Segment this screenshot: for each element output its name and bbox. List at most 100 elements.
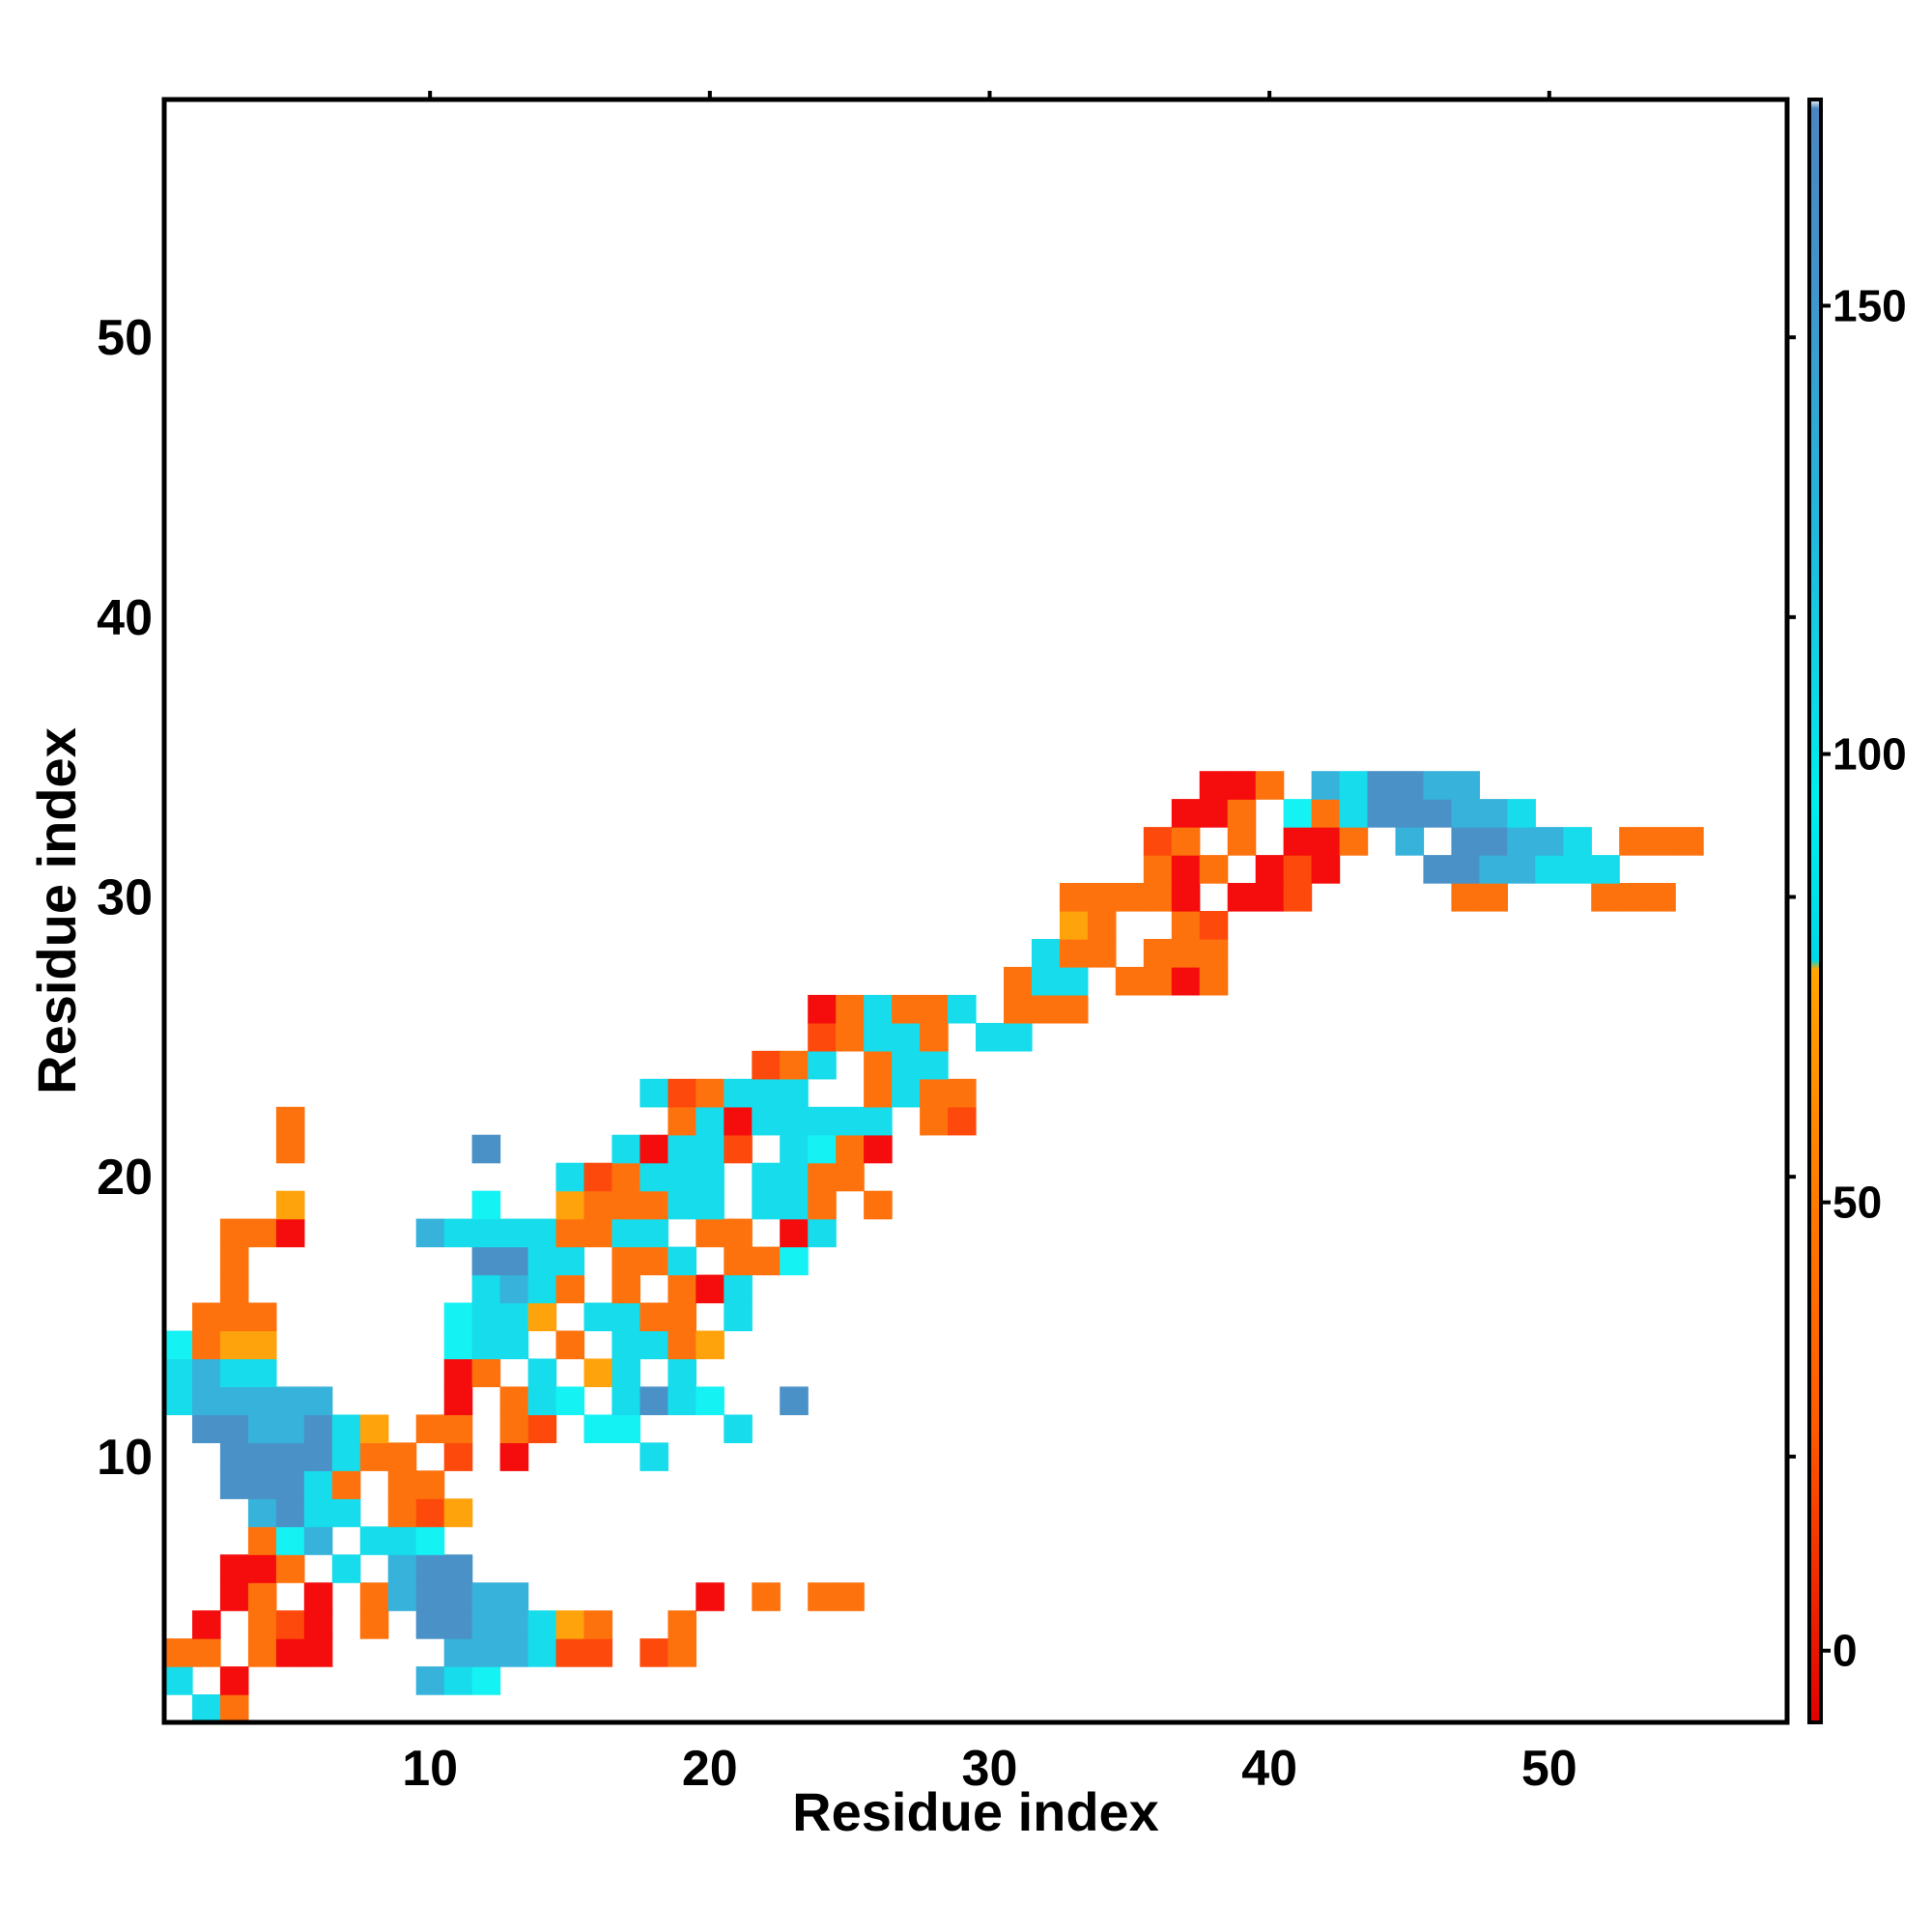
heatmap-cell (639, 1190, 668, 1220)
heatmap-cell (555, 1246, 585, 1276)
heatmap-cell (471, 1218, 501, 1248)
heatmap-cell (1591, 855, 1620, 884)
heatmap-cell (920, 1078, 949, 1108)
heatmap-cell (1479, 799, 1508, 828)
heatmap-cell (471, 1246, 501, 1276)
heatmap-cell (415, 1610, 445, 1639)
heatmap-cell (415, 1470, 445, 1499)
heatmap-cell (303, 1414, 333, 1443)
heatmap-cell (1479, 827, 1508, 856)
heatmap-cell (1087, 911, 1117, 940)
heatmap-cell (1311, 855, 1341, 884)
x-tick-label: 50 (1521, 1741, 1577, 1797)
heatmap-cell (639, 1386, 668, 1415)
heatmap-cell (583, 1414, 613, 1443)
heatmap-cell (1255, 883, 1285, 912)
heatmap-cell (192, 1694, 221, 1723)
heatmap-cell (499, 1330, 529, 1360)
colorbar-tick-label: 100 (1833, 729, 1907, 780)
heatmap-cell (1059, 994, 1089, 1024)
heatmap-cell (1563, 827, 1592, 856)
heatmap-cell (1171, 911, 1201, 940)
heatmap-cell (864, 1022, 893, 1052)
heatmap-cell (808, 1106, 837, 1136)
heatmap-cell (1311, 799, 1341, 828)
heatmap-cell (1171, 883, 1201, 912)
heatmap-cell (527, 1386, 557, 1415)
heatmap-cell (247, 1610, 277, 1639)
heatmap-cell (864, 1134, 893, 1164)
heatmap-cell (1535, 827, 1564, 856)
heatmap-cell (1171, 939, 1201, 968)
heatmap-cell (471, 1358, 501, 1387)
heatmap-cell (275, 1498, 305, 1527)
heatmap-cell (1591, 883, 1620, 912)
heatmap-cell (892, 1078, 921, 1108)
heatmap-cell (1087, 883, 1117, 912)
heatmap-cell (247, 1498, 277, 1527)
heatmap-cell (1171, 827, 1201, 856)
heatmap-cell (668, 1162, 696, 1192)
heatmap-cell (724, 1414, 753, 1443)
heatmap-cell (1647, 827, 1676, 856)
heatmap-cell (247, 1554, 277, 1583)
heatmap-cell (443, 1638, 473, 1667)
heatmap-cell (920, 994, 949, 1024)
heatmap-cell (1535, 855, 1564, 884)
heatmap-cell (920, 1106, 949, 1136)
heatmap-cell (443, 1414, 473, 1443)
heatmap-cell (780, 1134, 809, 1164)
heatmap-cell (948, 1106, 977, 1136)
heatmap-cell (1507, 855, 1536, 884)
heatmap-cell (443, 1330, 473, 1360)
heatmap-cell (275, 1134, 305, 1164)
heatmap-cell (331, 1442, 361, 1471)
heatmap-cell (836, 1134, 865, 1164)
heatmap-cell (443, 1442, 473, 1471)
heatmap-cell (555, 1274, 585, 1304)
heatmap-cell (1255, 771, 1285, 800)
heatmap-cell (275, 1386, 305, 1415)
heatmap-cell (1004, 1022, 1033, 1052)
heatmap-cell (639, 1330, 668, 1360)
heatmap-cell (1059, 966, 1089, 996)
heatmap-cell (864, 1078, 893, 1108)
heatmap-cell (359, 1414, 389, 1443)
heatmap-cell (443, 1554, 473, 1583)
heatmap-cell (1451, 799, 1480, 828)
heatmap-cell (499, 1246, 529, 1276)
heatmap-cell (303, 1386, 333, 1415)
heatmap-cell (611, 1218, 640, 1248)
colorbar: 0 50 100 150 (1807, 98, 1907, 1724)
heatmap-cell (303, 1638, 333, 1667)
heatmap-cell (527, 1246, 557, 1276)
heatmap-cell (1367, 771, 1397, 800)
heatmap-cell (948, 994, 977, 1024)
heatmap-cell (527, 1414, 557, 1443)
heatmap-cell (499, 1442, 529, 1471)
heatmap-cell (247, 1218, 277, 1248)
heatmap-cell (639, 1246, 668, 1276)
heatmap-cell (275, 1610, 305, 1639)
heatmap-cell (1311, 771, 1341, 800)
y-axis: 10 20 30 40 50 (97, 310, 1796, 1486)
heatmap-cell (752, 1106, 781, 1136)
heatmap-cell (639, 1078, 668, 1108)
heatmap-cell (724, 1246, 753, 1276)
heatmap-cell (668, 1638, 696, 1667)
heatmap-cell (780, 1218, 809, 1248)
heatmap-cell (219, 1330, 249, 1360)
heatmap-cell (219, 1442, 249, 1471)
x-tick-label: 10 (402, 1741, 458, 1797)
heatmap-cell (247, 1386, 277, 1415)
heatmap-cell (499, 1386, 529, 1415)
heatmap-cell (527, 1638, 557, 1667)
heatmap-cell (668, 1386, 696, 1415)
heatmap-cell (164, 1386, 193, 1415)
y-axis-title: Residue index (26, 727, 87, 1094)
heatmap-cell (1171, 799, 1201, 828)
heatmap-cell (808, 1582, 837, 1611)
heatmap-cell (1031, 994, 1061, 1024)
heatmap-cell (1507, 827, 1536, 856)
heatmap-cell (808, 1022, 837, 1052)
